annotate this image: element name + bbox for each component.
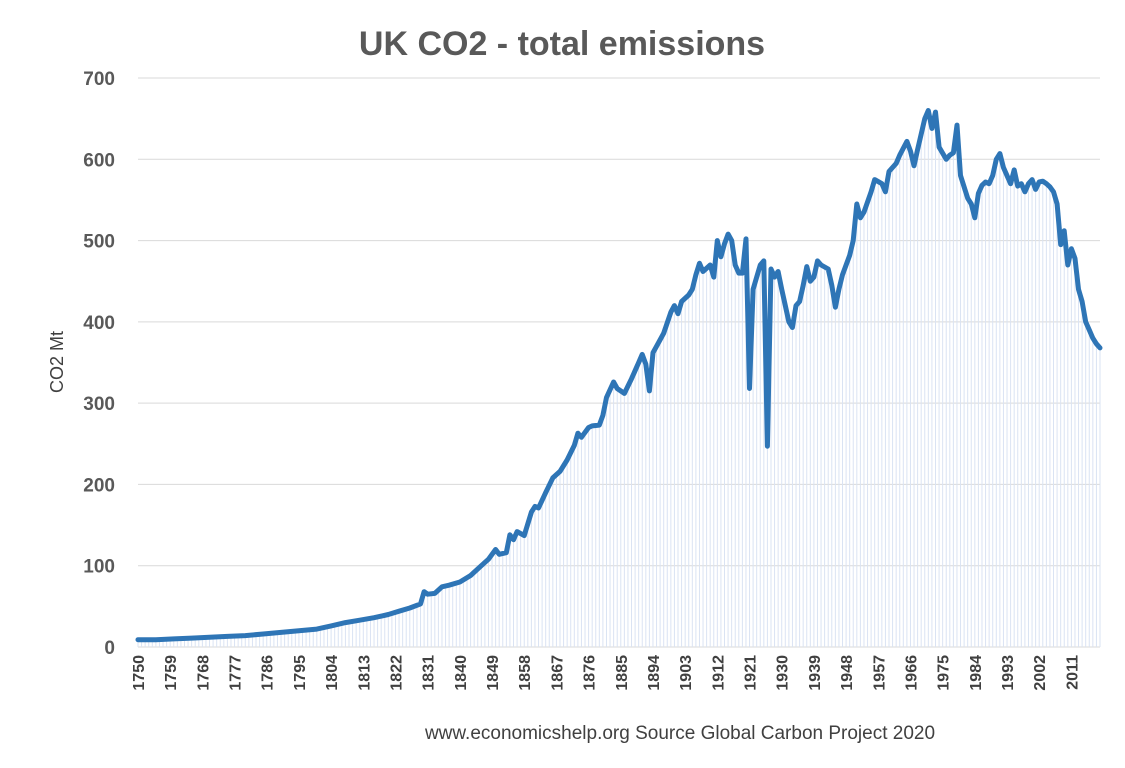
- y-tick-label: 700: [83, 69, 115, 90]
- x-tick-label: 1939: [807, 655, 824, 691]
- y-tick-label: 600: [83, 150, 115, 171]
- x-tick-label: 1813: [356, 655, 373, 691]
- x-tick-label: 1759: [163, 655, 180, 691]
- x-tick-label: 1867: [549, 655, 566, 691]
- x-tick-label: 1768: [195, 655, 212, 691]
- x-tick-label: 1822: [388, 655, 405, 691]
- x-tick-label: 1912: [710, 655, 727, 691]
- y-tick-label: 300: [83, 394, 115, 415]
- x-tick-label: 1957: [871, 655, 888, 691]
- source-note: www.economicshelp.org Source Global Carb…: [424, 723, 935, 744]
- x-tick-label: 1750: [131, 655, 148, 691]
- series-line: [135, 108, 1103, 643]
- y-axis-label: CO2 Mt: [47, 331, 67, 393]
- x-tick-label: 1894: [646, 655, 663, 691]
- chart-title: UK CO2 - total emissions: [359, 25, 765, 63]
- x-tick-label: 1840: [453, 655, 470, 691]
- x-tick-label: 1903: [678, 655, 695, 691]
- x-tick-label: 1849: [485, 655, 502, 691]
- x-tick-label: 1876: [582, 655, 599, 691]
- x-tick-label: 2011: [1064, 655, 1081, 690]
- x-tick-label: 1885: [614, 655, 631, 691]
- x-tick-label: 1993: [1000, 655, 1017, 691]
- x-tick-label: 1786: [260, 655, 277, 691]
- x-tick-label: 1984: [968, 655, 985, 691]
- x-tick-label: 1948: [839, 655, 856, 691]
- x-tick-label: 1804: [324, 655, 341, 691]
- x-tick-label: 1795: [292, 655, 309, 691]
- y-tick-label: 0: [104, 638, 115, 659]
- x-tick-label: 2002: [1032, 655, 1049, 691]
- x-tick-label: 1930: [775, 655, 792, 691]
- x-tick-label: 1966: [903, 655, 920, 691]
- y-tick-label: 100: [83, 557, 115, 578]
- y-tick-label: 500: [83, 232, 115, 253]
- x-tick-label: 1831: [421, 655, 438, 691]
- y-tick-label: 400: [83, 313, 115, 334]
- x-tick-label: 1858: [517, 655, 534, 691]
- y-tick-label: 200: [83, 475, 115, 496]
- x-tick-label: 1975: [936, 655, 953, 691]
- x-tick-label: 1921: [743, 655, 760, 691]
- x-tick-label: 1777: [228, 655, 245, 691]
